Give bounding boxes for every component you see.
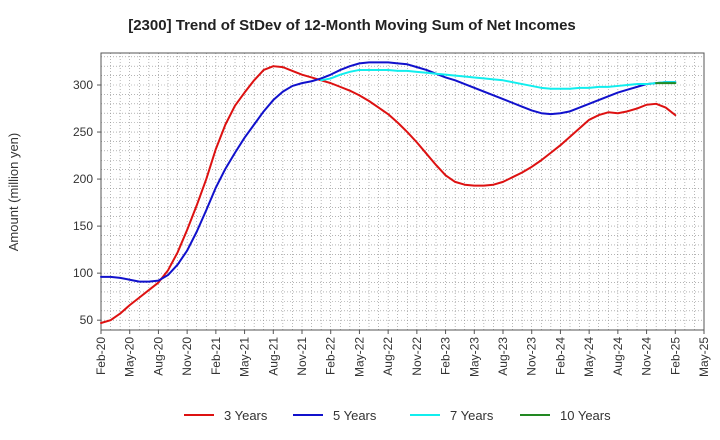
x-tick-label: Feb-24 bbox=[553, 337, 567, 375]
series-lines bbox=[100, 61, 677, 324]
x-tick-label: May-24 bbox=[582, 337, 596, 377]
x-tick-label: May-20 bbox=[123, 337, 137, 377]
chart-title: [2300] Trend of StDev of 12-Month Moving… bbox=[128, 17, 576, 34]
x-tick-label: Nov-23 bbox=[525, 337, 539, 376]
x-tick-label: Aug-20 bbox=[151, 337, 165, 376]
series-line-3-years bbox=[100, 65, 677, 324]
legend-label: 10 Years bbox=[560, 408, 611, 423]
x-tick-label: Feb-22 bbox=[324, 337, 338, 375]
y-axis-label: Amount (million yen) bbox=[6, 133, 21, 252]
x-tick-label: Nov-20 bbox=[180, 337, 194, 376]
x-tick-label: May-22 bbox=[352, 337, 366, 377]
x-tick-label: Nov-24 bbox=[640, 337, 654, 376]
x-tick-label: Aug-24 bbox=[611, 337, 625, 376]
legend: 3 Years 5 Years 7 Years 10 Years bbox=[184, 408, 611, 423]
plot-area bbox=[100, 52, 705, 331]
y-tick-label: 200 bbox=[73, 172, 93, 186]
x-tick-label: May-21 bbox=[238, 337, 252, 377]
x-tick-label: Aug-23 bbox=[496, 337, 510, 376]
y-tick-label: 150 bbox=[73, 219, 93, 233]
x-tick-label: Nov-21 bbox=[295, 337, 309, 376]
y-tick-label: 250 bbox=[73, 125, 93, 139]
series-line-7-years bbox=[320, 68, 677, 90]
x-tick-label: Feb-21 bbox=[209, 337, 223, 375]
y-tick-label: 100 bbox=[73, 266, 93, 280]
grid-lines bbox=[100, 53, 705, 330]
x-tick-label: May-23 bbox=[467, 337, 481, 377]
x-tick-label: May-25 bbox=[697, 337, 711, 377]
x-tick-label: Feb-20 bbox=[94, 337, 108, 375]
x-tick-label: Feb-23 bbox=[439, 337, 453, 375]
legend-label: 7 Years bbox=[450, 408, 494, 423]
x-tick-label: Aug-21 bbox=[266, 337, 280, 376]
x-tick-label: Feb-25 bbox=[668, 337, 682, 375]
legend-label: 3 Years bbox=[224, 408, 268, 423]
y-axis-ticks: 50 100 150 200 250 300 bbox=[73, 78, 101, 327]
legend-label: 5 Years bbox=[333, 408, 377, 423]
x-tick-label: Aug-22 bbox=[381, 337, 395, 376]
y-tick-label: 300 bbox=[73, 78, 93, 92]
y-tick-label: 50 bbox=[80, 313, 94, 327]
x-axis-ticks: Feb-20 May-20 Aug-20 Nov-20 Feb-21 May-21 Aug-… bbox=[94, 330, 711, 377]
x-tick-label: Nov-22 bbox=[410, 337, 424, 376]
series-line-5-years bbox=[100, 61, 677, 283]
